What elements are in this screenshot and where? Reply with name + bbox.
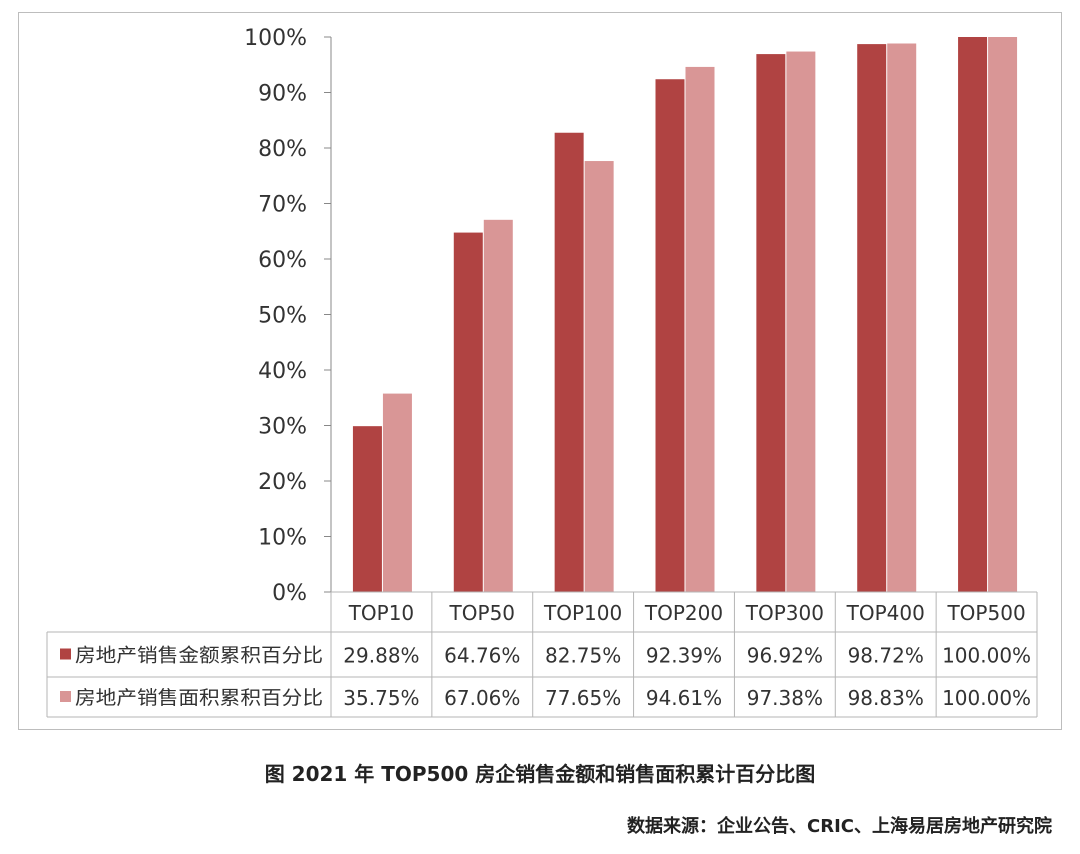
data-label: 96.92% xyxy=(747,644,823,668)
y-tick-label: 10% xyxy=(258,526,307,551)
y-tick-label: 70% xyxy=(258,193,307,218)
x-tick-label: TOP200 xyxy=(644,601,723,625)
legend-swatch xyxy=(60,648,71,660)
bar-sales-amount xyxy=(958,37,988,592)
bar-sales-area xyxy=(483,219,513,592)
legend-label: 房地产销售金额累积百分比 xyxy=(75,645,323,667)
bar-sales-area xyxy=(887,43,917,592)
x-tick-label: TOP10 xyxy=(348,601,414,625)
data-source: 数据来源：企业公告、CRIC、上海易居房地产研究院 xyxy=(627,816,1052,837)
bar-sales-area xyxy=(988,37,1018,592)
bar-sales-amount xyxy=(756,54,786,593)
figure-caption: 图 2021 年 TOP500 房企销售金额和销售面积累计百分比图 xyxy=(264,762,816,786)
bar-sales-area xyxy=(685,66,715,593)
data-label: 77.65% xyxy=(545,686,621,710)
data-label: 67.06% xyxy=(444,686,520,710)
data-label: 98.83% xyxy=(848,686,924,710)
bar-sales-amount xyxy=(352,426,382,592)
y-tick-label: 60% xyxy=(258,248,307,273)
data-label: 82.75% xyxy=(545,644,621,668)
bar-sales-amount xyxy=(857,44,887,592)
y-tick-label: 50% xyxy=(258,304,307,329)
y-tick-label: 100% xyxy=(244,26,307,51)
data-label: 92.39% xyxy=(646,644,722,668)
bar-sales-amount xyxy=(655,79,685,593)
data-label: 35.75% xyxy=(343,686,419,710)
y-tick-label: 30% xyxy=(258,415,307,440)
bar-sales-area xyxy=(584,161,614,593)
x-tick-label: TOP300 xyxy=(745,601,824,625)
data-label: 100.00% xyxy=(942,644,1031,668)
legend-label: 房地产销售面积累积百分比 xyxy=(75,687,323,709)
y-tick-label: 20% xyxy=(258,470,307,495)
data-label: 64.76% xyxy=(444,644,520,668)
y-tick-label: 40% xyxy=(258,359,307,384)
data-label: 97.38% xyxy=(747,686,823,710)
x-tick-label: TOP500 xyxy=(946,601,1025,625)
x-tick-label: TOP400 xyxy=(846,601,925,625)
data-label: 29.88% xyxy=(343,644,419,668)
bar-sales-amount xyxy=(554,132,584,593)
bar-chart: 0% 10% 20% 30% 40% 50% 60% 70% 80% 90% 100% TOP10 TO… xyxy=(46,26,1038,718)
y-tick-label: 0% xyxy=(272,581,307,606)
x-tick-label: TOP50 xyxy=(449,601,515,625)
bar-sales-amount xyxy=(453,232,483,592)
data-label: 94.61% xyxy=(646,686,722,710)
data-label: 98.72% xyxy=(848,644,924,668)
bar-sales-area xyxy=(382,393,412,592)
data-label: 100.00% xyxy=(942,686,1031,710)
legend-swatch xyxy=(60,691,71,702)
y-tick-label: 80% xyxy=(258,137,307,162)
x-tick-label: TOP100 xyxy=(543,601,622,625)
chart-frame xyxy=(18,12,1062,730)
bar-sales-area xyxy=(786,51,816,592)
y-tick-label: 90% xyxy=(258,82,307,107)
